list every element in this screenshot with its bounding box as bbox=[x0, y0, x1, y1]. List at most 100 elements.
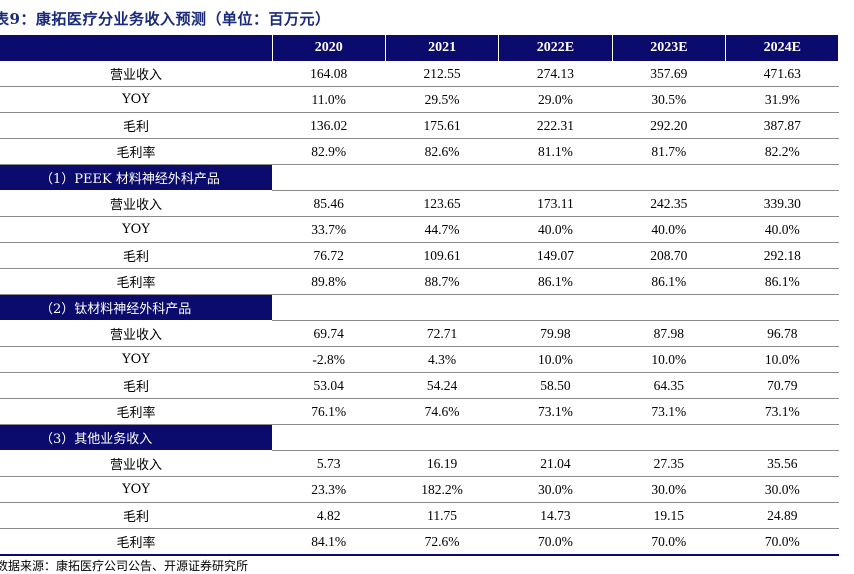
section-spacer bbox=[272, 424, 839, 451]
table-cell: 72.6% bbox=[385, 528, 499, 556]
table-cell: 86.1% bbox=[498, 268, 613, 295]
row-label: 营业收入 bbox=[0, 450, 272, 477]
row-label: 营业收入 bbox=[0, 190, 272, 217]
column-header: 2021 bbox=[385, 35, 500, 61]
table-cell: 30.0% bbox=[612, 476, 726, 503]
table-cell: 40.0% bbox=[498, 216, 613, 243]
table-row: 毛利 136.02 175.61 222.31 292.20 387.87 bbox=[0, 112, 839, 139]
header-corner bbox=[0, 35, 273, 61]
table-cell: 69.74 bbox=[272, 320, 386, 347]
section-row: （2）钛材料神经外科产品 bbox=[0, 294, 839, 321]
table-cell: 23.3% bbox=[272, 476, 386, 503]
table-cell: 84.1% bbox=[272, 528, 386, 556]
table-cell: -2.8% bbox=[272, 346, 386, 373]
table-cell: 31.9% bbox=[725, 86, 839, 113]
table-row: 毛利 76.72 109.61 149.07 208.70 292.18 bbox=[0, 242, 839, 269]
table-row: YOY -2.8% 4.3% 10.0% 10.0% 10.0% bbox=[0, 346, 839, 373]
table-cell: 149.07 bbox=[498, 242, 613, 269]
table-cell: 30.0% bbox=[725, 476, 839, 503]
row-label: 毛利率 bbox=[0, 528, 272, 556]
table-cell: 222.31 bbox=[498, 112, 613, 139]
table-cell: 86.1% bbox=[612, 268, 726, 295]
table-cell: 10.0% bbox=[612, 346, 726, 373]
row-label: YOY bbox=[0, 476, 272, 503]
table-cell: 136.02 bbox=[272, 112, 386, 139]
section-label: （2）钛材料神经外科产品 bbox=[0, 294, 272, 321]
row-label: YOY bbox=[0, 86, 272, 113]
table-cell: 4.82 bbox=[272, 502, 386, 529]
table-cell: 82.6% bbox=[385, 138, 499, 165]
section-row: （3）其他业务收入 bbox=[0, 424, 839, 451]
section-label: （1）PEEK 材料神经外科产品 bbox=[0, 164, 272, 191]
table-cell: 11.75 bbox=[385, 502, 499, 529]
header-row: 2020 2021 2022E 2023E 2024E bbox=[0, 35, 840, 61]
column-header: 2024E bbox=[725, 35, 840, 61]
table-row: YOY 23.3% 182.2% 30.0% 30.0% 30.0% bbox=[0, 476, 839, 503]
table-cell: 73.1% bbox=[725, 398, 839, 425]
row-label: 毛利 bbox=[0, 242, 272, 269]
table-cell: 54.24 bbox=[385, 372, 499, 399]
table-cell: 123.65 bbox=[385, 190, 499, 217]
table-cell: 30.5% bbox=[612, 86, 726, 113]
table-cell: 16.19 bbox=[385, 450, 499, 477]
row-label: 毛利 bbox=[0, 112, 272, 139]
table-row: 毛利 53.04 54.24 58.50 64.35 70.79 bbox=[0, 372, 839, 399]
section-label: （3）其他业务收入 bbox=[0, 424, 272, 451]
table-cell: 73.1% bbox=[498, 398, 613, 425]
table-cell: 14.73 bbox=[498, 502, 613, 529]
table-cell: 30.0% bbox=[498, 476, 613, 503]
table-cell: 76.1% bbox=[272, 398, 386, 425]
table-cell: 33.7% bbox=[272, 216, 386, 243]
table-cell: 35.56 bbox=[725, 450, 839, 477]
table-cell: 85.46 bbox=[272, 190, 386, 217]
revenue-forecast-table: 2020 2021 2022E 2023E 2024E 营业收入 164.08 21… bbox=[0, 35, 840, 556]
table-cell: 164.08 bbox=[272, 61, 386, 87]
row-label: 毛利率 bbox=[0, 268, 272, 295]
column-header: 2020 bbox=[272, 35, 386, 61]
table-cell: 81.1% bbox=[498, 138, 613, 165]
table-cell: 274.13 bbox=[498, 61, 613, 87]
table-row: 营业收入 85.46 123.65 173.11 242.35 339.30 bbox=[0, 190, 839, 217]
table-cell: 58.50 bbox=[498, 372, 613, 399]
table-cell: 70.0% bbox=[612, 528, 726, 556]
table-cell: 76.72 bbox=[272, 242, 386, 269]
table-cell: 81.7% bbox=[612, 138, 726, 165]
table-cell: 212.55 bbox=[385, 61, 499, 87]
table-cell: 339.30 bbox=[725, 190, 839, 217]
table-row: YOY 33.7% 44.7% 40.0% 40.0% 40.0% bbox=[0, 216, 839, 243]
source-note: 数据来源：康拓医疗公司公告、开源证券研究所 bbox=[0, 559, 249, 573]
table-cell: 27.35 bbox=[612, 450, 726, 477]
table-cell: 44.7% bbox=[385, 216, 499, 243]
table-row: YOY 11.0% 29.5% 29.0% 30.5% 31.9% bbox=[0, 86, 839, 113]
table-cell: 72.71 bbox=[385, 320, 499, 347]
table-row: 毛利率 82.9% 82.6% 81.1% 81.7% 82.2% bbox=[0, 138, 839, 165]
table-cell: 182.2% bbox=[385, 476, 499, 503]
table-row: 毛利率 84.1% 72.6% 70.0% 70.0% 70.0% bbox=[0, 528, 839, 556]
table-row: 毛利率 89.8% 88.7% 86.1% 86.1% 86.1% bbox=[0, 268, 839, 295]
table-cell: 53.04 bbox=[272, 372, 386, 399]
table-cell: 86.1% bbox=[725, 268, 839, 295]
row-label: 毛利 bbox=[0, 502, 272, 529]
table-row: 毛利率 76.1% 74.6% 73.1% 73.1% 73.1% bbox=[0, 398, 839, 425]
table-cell: 387.87 bbox=[725, 112, 839, 139]
table-cell: 10.0% bbox=[498, 346, 613, 373]
row-label: 营业收入 bbox=[0, 320, 272, 347]
table-row: 营业收入 5.73 16.19 21.04 27.35 35.56 bbox=[0, 450, 839, 477]
table-cell: 11.0% bbox=[272, 86, 386, 113]
row-label: YOY bbox=[0, 346, 272, 373]
table-cell: 292.18 bbox=[725, 242, 839, 269]
table-cell: 4.3% bbox=[385, 346, 499, 373]
table-cell: 70.79 bbox=[725, 372, 839, 399]
table-cell: 40.0% bbox=[725, 216, 839, 243]
table-cell: 5.73 bbox=[272, 450, 386, 477]
table-cell: 70.0% bbox=[498, 528, 613, 556]
table-cell: 21.04 bbox=[498, 450, 613, 477]
table-cell: 70.0% bbox=[725, 528, 839, 556]
section-spacer bbox=[272, 294, 839, 321]
column-header: 2023E bbox=[612, 35, 727, 61]
table-cell: 87.98 bbox=[612, 320, 726, 347]
table-cell: 82.9% bbox=[272, 138, 386, 165]
table-cell: 64.35 bbox=[612, 372, 726, 399]
table-body: 营业收入 164.08 212.55 274.13 357.69 471.63 YOY 11.… bbox=[0, 61, 839, 556]
table-title: 表9：康拓医疗分业务收入预测（单位：百万元） bbox=[0, 10, 331, 28]
